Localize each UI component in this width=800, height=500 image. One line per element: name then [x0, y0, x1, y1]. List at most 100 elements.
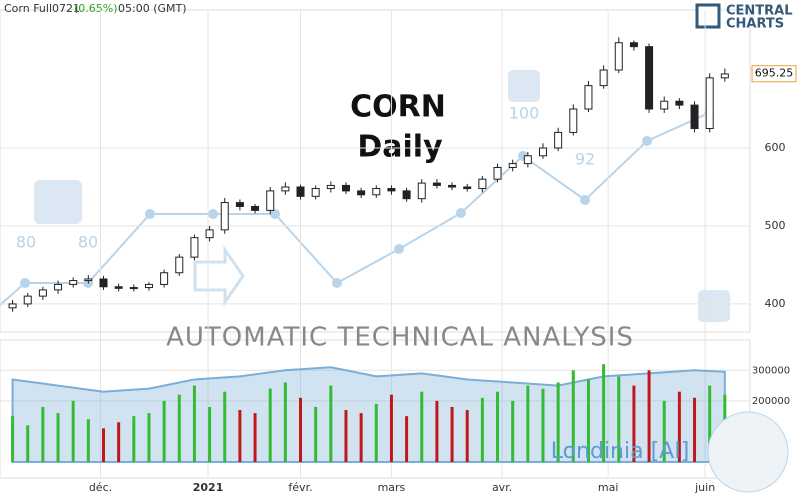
candle-body	[54, 283, 63, 291]
volume-bar	[450, 406, 454, 462]
candle-body	[660, 100, 669, 110]
volume-bar	[571, 370, 575, 462]
volume-bar	[420, 391, 424, 462]
candle-body	[675, 100, 684, 106]
x-tick-label: déc.	[89, 481, 112, 494]
time: 05:00 (GMT)	[118, 2, 187, 15]
volume-bar	[556, 382, 560, 462]
volume-bar	[147, 413, 151, 462]
volume-bar	[299, 397, 303, 462]
candle-body	[311, 188, 320, 197]
candle-body	[387, 188, 396, 192]
chart-subtitle: Daily	[357, 130, 443, 165]
icon	[698, 290, 730, 322]
candle-body	[538, 147, 547, 157]
volume-bar	[693, 397, 697, 462]
symbol: Corn Full0721	[4, 2, 80, 15]
volume-bar	[511, 400, 515, 462]
volume-bar	[283, 382, 287, 462]
volume-bar	[541, 388, 545, 462]
candle-body	[160, 272, 169, 285]
volume-bar	[223, 391, 227, 462]
candle-body	[614, 42, 623, 71]
candle-body	[220, 202, 229, 231]
last-price: 695.25	[755, 67, 794, 80]
candle-body	[235, 202, 244, 207]
candle-body	[645, 46, 654, 110]
volume-bar	[86, 419, 90, 462]
volume-bar	[359, 413, 363, 462]
candle-body	[341, 184, 350, 192]
volume-bar	[162, 400, 166, 462]
candle-body	[69, 280, 78, 285]
volume-bar	[41, 406, 45, 462]
candle-body	[144, 283, 153, 289]
x-tick-label: 2021	[193, 481, 224, 494]
volume-bar	[617, 376, 621, 462]
volume-bar	[405, 416, 409, 462]
x-tick-label: mai	[598, 481, 619, 494]
indicator-label: 100	[509, 104, 540, 123]
x-tick-label: juin	[694, 481, 715, 494]
candle-body	[432, 182, 441, 186]
candle-body	[478, 178, 487, 190]
change: (0.65%)	[74, 2, 118, 15]
logo-text: CENTRAL	[726, 4, 793, 19]
candle-body	[584, 85, 593, 110]
icon	[34, 180, 82, 224]
candle-body	[38, 289, 47, 297]
x-tick-label: févr.	[288, 481, 312, 494]
volume-bar	[435, 400, 439, 462]
volume-bar	[208, 406, 212, 462]
volume-bar	[253, 413, 257, 462]
candle-body	[99, 278, 108, 288]
volume-bar	[677, 391, 681, 462]
watermark: Londinia [AI]	[551, 439, 690, 464]
y-tick-label: 300000	[752, 365, 790, 376]
candle-body	[523, 155, 532, 165]
avatar	[707, 411, 789, 493]
chart-title: CORN	[350, 90, 446, 125]
candle-body	[599, 69, 608, 87]
candle-body	[569, 108, 578, 133]
candle-body	[114, 286, 123, 289]
candle-body	[205, 229, 214, 239]
volume-bar	[526, 385, 530, 462]
candle-body	[190, 237, 199, 258]
candle-body	[493, 166, 502, 180]
banner: AUTOMATIC TECHNICAL ANALYSIS	[166, 323, 634, 353]
candle-body	[84, 278, 93, 282]
candle-body	[357, 190, 366, 196]
arrow-icon	[193, 245, 245, 307]
y-tick-label: 500	[765, 219, 786, 232]
volume-bar	[344, 410, 348, 462]
volume-bar	[662, 400, 666, 462]
volume-bar	[117, 422, 121, 462]
logo-mark	[695, 3, 721, 29]
candle-body	[326, 184, 335, 190]
candle-body	[554, 131, 563, 149]
candle-body	[281, 186, 290, 192]
candle-body	[402, 190, 411, 200]
candle-body	[296, 186, 305, 197]
volume-bar	[389, 394, 393, 462]
volume-bar	[647, 370, 651, 462]
candle-body	[8, 303, 17, 309]
candle-body	[448, 184, 457, 188]
y-tick-label: 400	[765, 297, 786, 310]
y-tick-label: 200000	[752, 396, 790, 407]
volume-bar	[632, 385, 636, 462]
candle-body	[705, 77, 714, 130]
candle-body	[720, 73, 729, 79]
volume-bar	[177, 394, 181, 462]
volume-bar	[708, 385, 712, 462]
volume-bar	[586, 379, 590, 462]
indicator-label: 80	[78, 233, 98, 252]
open-interest-area	[11, 366, 726, 463]
candle-body	[629, 42, 638, 48]
volume-bar	[192, 385, 196, 462]
candle-body	[23, 295, 32, 305]
volume-bar	[329, 385, 333, 462]
icon	[508, 70, 540, 102]
